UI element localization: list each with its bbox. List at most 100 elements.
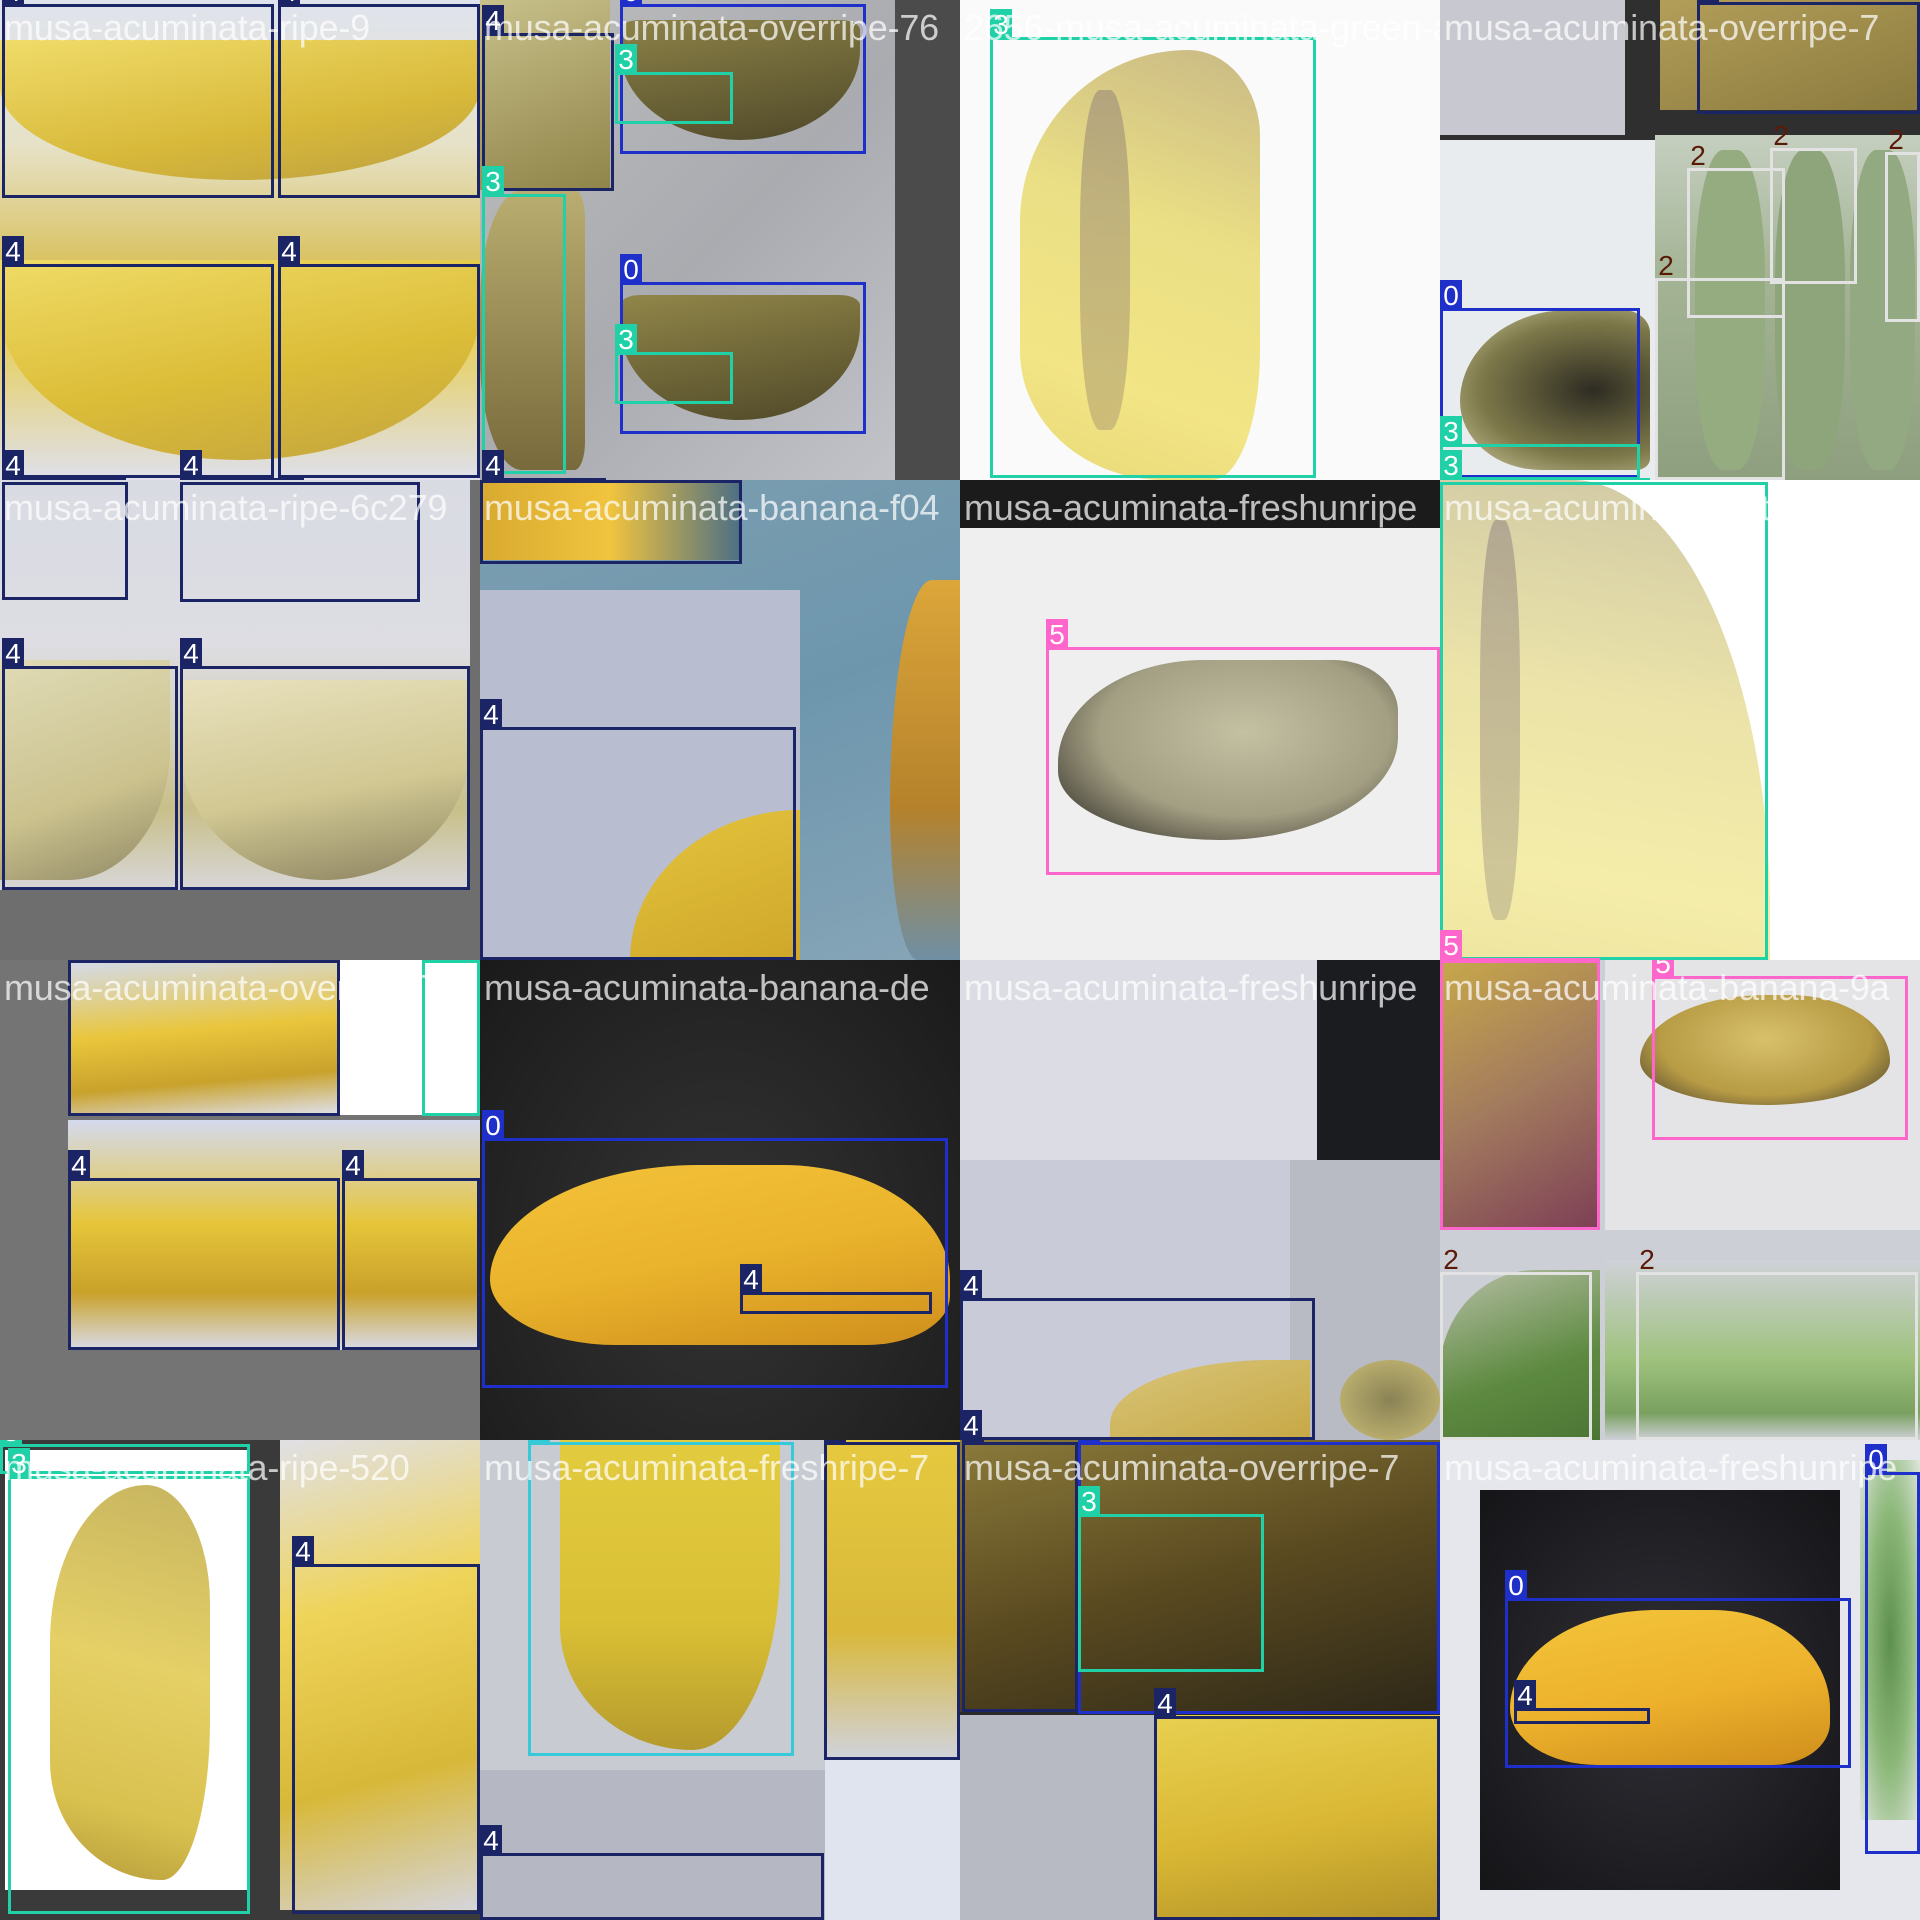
mosaic-tile: 4 0 3 3 0 3 4 musa-acuminata-overripe-76: [480, 0, 960, 480]
bbox-label: 0: [620, 254, 642, 285]
bbox: 4: [68, 960, 340, 1116]
bbox-label: 4: [962, 1440, 984, 1445]
bbox-label: 4: [960, 1410, 982, 1440]
bbox: 2: [1655, 250, 1785, 480]
bbox: 4: [2, 236, 274, 478]
bbox: 0: [620, 254, 866, 434]
bbox: 0: [1440, 280, 1640, 478]
bbox-label: 4: [292, 1536, 314, 1567]
banana-photo: [1460, 310, 1650, 470]
banana-photo: [1850, 150, 1915, 470]
banana-photo: [68, 1120, 480, 1350]
banana-photo: [1080, 90, 1130, 430]
bbox: 4: [962, 1440, 1078, 1712]
bbox: 0: [620, 0, 866, 154]
bbox: 2: [1885, 124, 1920, 322]
bbox-label: 4: [960, 1270, 982, 1301]
bbox-label: 4: [278, 0, 300, 7]
bbox-label: 5: [1046, 619, 1068, 650]
bbox-label: 5: [1652, 960, 1674, 979]
banana-photo: [1058, 660, 1398, 840]
bbox: 4: [180, 638, 470, 890]
bbox: 2: [1687, 140, 1785, 318]
bbox: 4: [278, 236, 480, 478]
bbox: 5: [1652, 960, 1908, 1140]
bbox: 4: [1697, 0, 1920, 114]
background-strip: [895, 0, 960, 480]
bbox-label: 3: [1440, 450, 1462, 480]
bbox-label: 0: [620, 0, 642, 7]
bbox: 4: [960, 1410, 1080, 1440]
bbox: 4: [68, 1150, 340, 1350]
bbox: [180, 482, 420, 602]
mosaic-tile: 5 musa-acuminata-freshunripe: [960, 480, 1440, 960]
bbox-label: 4: [1697, 0, 1719, 5]
mosaic-tile: 4 4 musa-acuminata-ripe-6c279: [0, 480, 480, 960]
bbox: 4: [2, 638, 178, 890]
bbox: 3: [990, 9, 1316, 478]
bbox-label: 2: [1773, 120, 1789, 151]
bbox: 4: [2, 0, 274, 198]
bbox: 4: [482, 450, 606, 480]
bbox: 4: [1154, 1688, 1440, 1920]
bbox-label: 4: [180, 638, 202, 669]
bbox-label: 1: [528, 1440, 550, 1445]
bbox: 0: [1865, 1444, 1920, 1854]
bbox-label: 0: [1865, 1444, 1887, 1475]
bbox: [2, 482, 128, 600]
bbox: [1440, 482, 1768, 960]
bbox-label: 4: [482, 450, 504, 480]
bbox: 3: [615, 324, 733, 404]
bbox-label: 3: [615, 44, 637, 75]
bbox: 3: [1078, 1486, 1264, 1672]
mosaic-tile: 4 3 4 4 musa-acuminata-overripe-7: [0, 960, 480, 1440]
bbox-label: 4: [824, 1440, 846, 1445]
banana-photo: [1640, 995, 1890, 1105]
bbox-label: 3: [615, 324, 637, 355]
bbox: 4: [824, 1440, 960, 1760]
bbox-label: 4: [68, 960, 90, 963]
bbox-label: 4: [482, 5, 504, 36]
bbox: 0: [482, 1110, 948, 1388]
banana-photo: [1510, 1610, 1830, 1765]
bbox: 5: [1046, 619, 1440, 875]
bbox-label: 4: [180, 450, 202, 480]
bbox: 3: [1440, 416, 1640, 480]
bbox-label: 2: [1888, 124, 1904, 155]
bbox-label: 0: [1505, 1570, 1527, 1601]
bbox-label: 2: [1443, 1244, 1459, 1275]
banana-photo: [1480, 520, 1520, 920]
bbox: 5: [1440, 960, 1600, 1230]
banana-photo: [480, 190, 585, 470]
banana-photo: [280, 1440, 480, 1910]
bbox-label: 3: [1078, 1486, 1100, 1517]
banana-photo: [1605, 1260, 1920, 1440]
bbox-label: 5: [1440, 930, 1462, 960]
bbox-label: 4: [2, 638, 24, 669]
bbox: 4: [278, 0, 480, 198]
banana-photo: [490, 1165, 950, 1345]
banana-photo: [68, 960, 338, 1115]
background-strip: [960, 1715, 1160, 1920]
mosaic-tile: 1 4 4 musa-acuminata-freshripe-7: [480, 1440, 960, 1920]
bbox-label: 4: [2, 0, 24, 7]
bbox: 0: [1505, 1570, 1851, 1768]
bbox: 2: [1440, 1244, 1592, 1440]
bbox: 3: [422, 960, 480, 1116]
bbox-label: 4: [68, 1150, 90, 1181]
bbox-label: 0: [1078, 1440, 1100, 1445]
bbox: 2: [1636, 1244, 1918, 1440]
bbox: 2: [1770, 120, 1857, 284]
mosaic-tile: 0 0 4 musa-acuminata-freshunripe: [1440, 1440, 1920, 1920]
bbox: 4: [480, 1825, 824, 1920]
bbox-label: 5: [1440, 960, 1462, 963]
banana-photo: [560, 1440, 780, 1750]
bbox: 4: [180, 450, 304, 480]
bbox: 3: [0, 1440, 250, 1474]
bbox-label: 4: [342, 1150, 364, 1181]
banana-photo: [1440, 960, 1600, 1230]
mosaic-tile: 4 musa-acuminata-banana-f04: [480, 480, 960, 960]
bbox-label: 4: [278, 236, 300, 267]
mosaic-tile: 5 musa-acuminata-rotten-8167: [1440, 480, 1920, 960]
